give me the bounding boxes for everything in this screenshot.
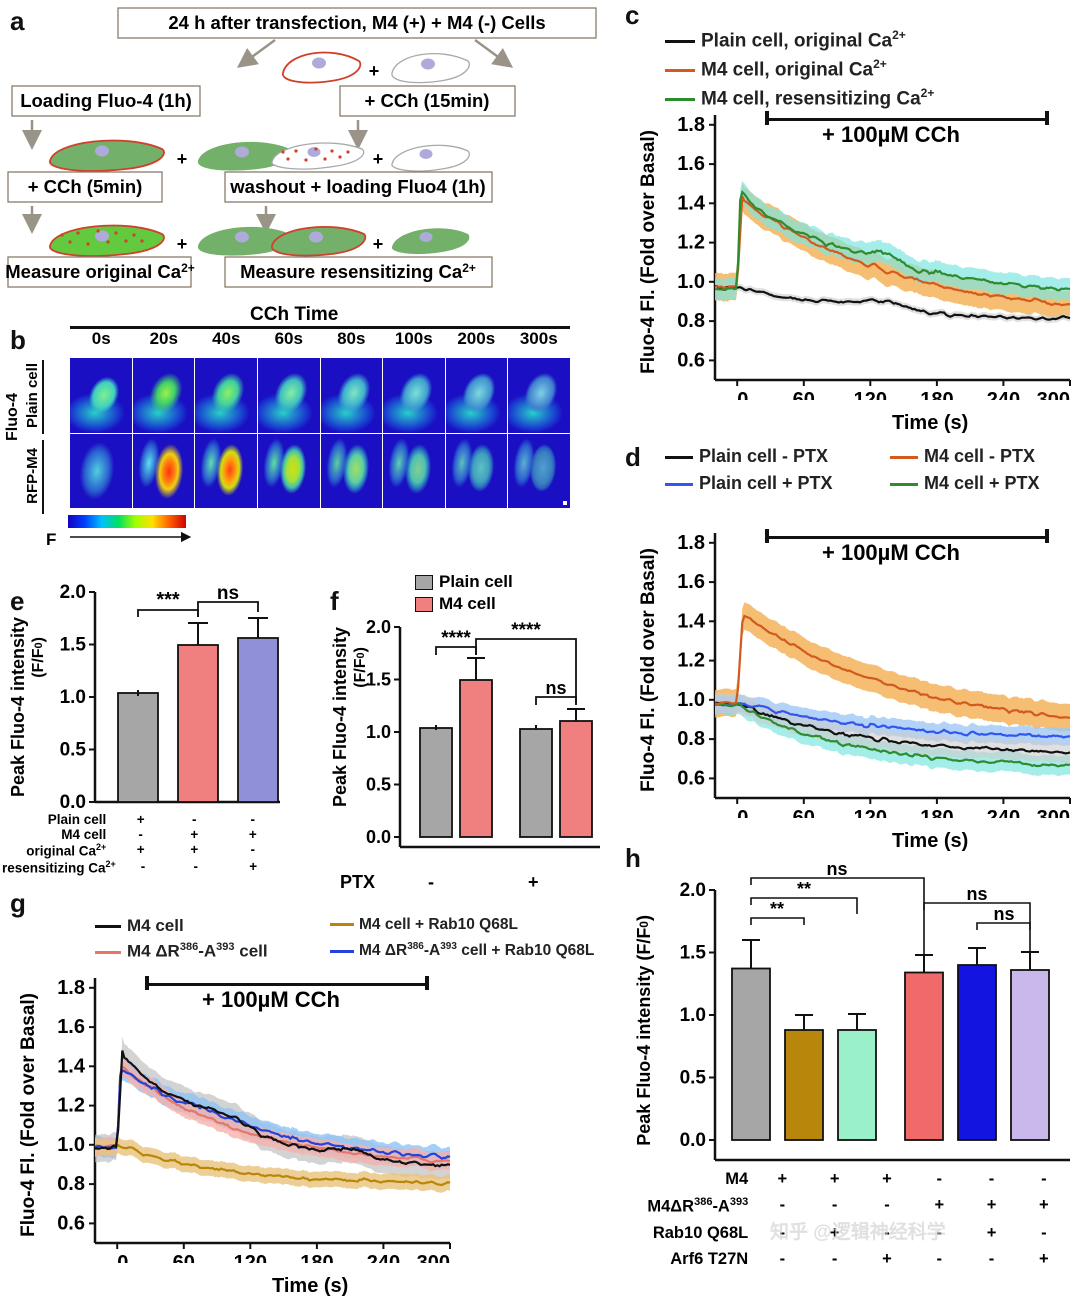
svg-text:180: 180 — [920, 389, 953, 400]
svg-text:300: 300 — [417, 1252, 450, 1263]
svg-text:24 h after transfection, M4 (+: 24 h after transfection, M4 (+) + M4 (-)… — [168, 12, 545, 33]
svg-text:****: **** — [511, 620, 541, 641]
svg-text:1.6: 1.6 — [677, 153, 705, 175]
svg-text:0.8: 0.8 — [57, 1173, 85, 1195]
svg-text:0.0: 0.0 — [366, 827, 391, 847]
svg-text:1.0: 1.0 — [677, 689, 705, 711]
svg-text:1.0: 1.0 — [677, 271, 705, 293]
svg-text:Measure resensitizing Ca2+: Measure resensitizing Ca2+ — [240, 261, 476, 282]
svg-text:0.6: 0.6 — [677, 349, 705, 371]
svg-text:ns: ns — [826, 860, 847, 879]
svg-text:**: ** — [797, 879, 811, 899]
svg-text:300: 300 — [1037, 389, 1070, 400]
svg-text:240: 240 — [987, 389, 1020, 400]
svg-text:+: + — [177, 234, 188, 254]
svg-text:2.0: 2.0 — [366, 617, 391, 637]
svg-text:1.2: 1.2 — [57, 1095, 85, 1117]
svg-text:ns: ns — [993, 904, 1014, 924]
svg-text:1.4: 1.4 — [57, 1055, 86, 1077]
svg-text:1.2: 1.2 — [677, 232, 705, 254]
svg-text:0: 0 — [737, 389, 748, 400]
svg-text:+: + — [177, 149, 188, 169]
svg-text:60: 60 — [793, 807, 815, 818]
svg-text:0.5: 0.5 — [366, 775, 391, 795]
svg-text:1.0: 1.0 — [680, 1005, 706, 1026]
svg-text:1.0: 1.0 — [366, 722, 391, 742]
svg-text:1.8: 1.8 — [677, 114, 705, 136]
svg-text:Loading Fluo-4 (1h): Loading Fluo-4 (1h) — [20, 90, 192, 111]
svg-text:ns: ns — [545, 678, 566, 698]
svg-text:0.0: 0.0 — [680, 1130, 706, 1151]
svg-text:ns: ns — [217, 583, 239, 604]
svg-text:ns: ns — [966, 884, 987, 904]
svg-text:300: 300 — [1037, 807, 1070, 818]
svg-text:**: ** — [770, 899, 784, 919]
svg-text:1.8: 1.8 — [677, 532, 705, 554]
svg-text:1.2: 1.2 — [677, 650, 705, 672]
svg-text:0.6: 0.6 — [57, 1212, 85, 1234]
svg-text:0.5: 0.5 — [680, 1068, 707, 1089]
svg-text:1.6: 1.6 — [57, 1016, 85, 1038]
svg-text:240: 240 — [987, 807, 1020, 818]
svg-text:0: 0 — [117, 1252, 128, 1263]
svg-text:1.8: 1.8 — [57, 977, 85, 999]
svg-text:+: + — [373, 234, 384, 254]
svg-text:+: + — [369, 61, 380, 81]
svg-text:180: 180 — [920, 807, 953, 818]
svg-text:0: 0 — [737, 807, 748, 818]
svg-text:0.8: 0.8 — [677, 728, 705, 750]
svg-text:2.0: 2.0 — [60, 582, 86, 603]
svg-text:1.0: 1.0 — [60, 687, 86, 708]
svg-text:120: 120 — [854, 807, 887, 818]
svg-text:+ CCh (15min): + CCh (15min) — [365, 90, 490, 111]
svg-text:1.5: 1.5 — [60, 635, 87, 656]
svg-text:60: 60 — [173, 1252, 195, 1263]
svg-text:Measure original Ca2+: Measure original Ca2+ — [5, 261, 195, 282]
svg-text:****: **** — [441, 628, 471, 649]
svg-text:0.0: 0.0 — [60, 792, 86, 813]
svg-text:1.5: 1.5 — [680, 943, 707, 964]
svg-text:120: 120 — [234, 1252, 267, 1263]
svg-text:180: 180 — [300, 1252, 333, 1263]
svg-text:1.4: 1.4 — [677, 192, 706, 214]
svg-text:***: *** — [156, 589, 180, 611]
svg-text:washout + loading Fluo4 (1h): washout + loading Fluo4 (1h) — [229, 176, 485, 197]
svg-text:240: 240 — [367, 1252, 400, 1263]
svg-text:120: 120 — [854, 389, 887, 400]
svg-text:0.8: 0.8 — [677, 310, 705, 332]
svg-text:0.6: 0.6 — [677, 767, 705, 789]
svg-text:1.6: 1.6 — [677, 571, 705, 593]
svg-text:+: + — [373, 149, 384, 169]
svg-text:0.5: 0.5 — [60, 740, 87, 761]
svg-text:1.0: 1.0 — [57, 1134, 85, 1156]
svg-text:2.0: 2.0 — [680, 880, 706, 901]
svg-text:+ CCh (5min): + CCh (5min) — [28, 176, 143, 197]
svg-text:1.4: 1.4 — [677, 610, 706, 632]
svg-text:60: 60 — [793, 389, 815, 400]
